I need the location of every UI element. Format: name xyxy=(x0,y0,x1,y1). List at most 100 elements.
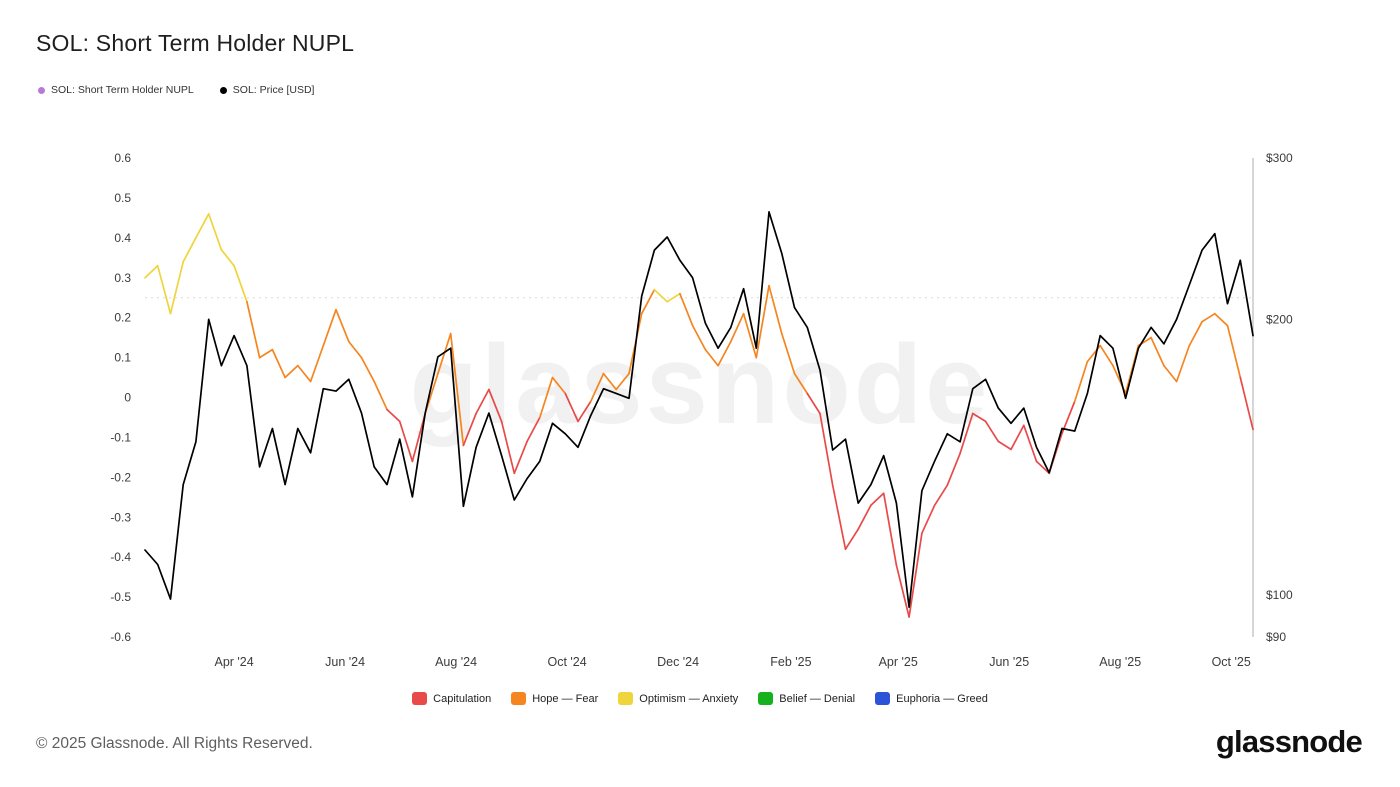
nupl-line-segment xyxy=(1035,460,1051,475)
x-axis-tick-label: Oct '24 xyxy=(547,655,586,669)
nupl-line-segment xyxy=(220,248,235,267)
nupl-line-segment xyxy=(373,380,388,411)
nupl-line-segment xyxy=(169,260,185,315)
nupl-line-segment xyxy=(729,312,745,343)
nupl-line-segment xyxy=(921,504,936,535)
band-legend-item[interactable]: Euphoria — Greed xyxy=(875,692,988,705)
left-axis-tick-label: 0.4 xyxy=(114,231,131,245)
glassnode-logo: glassnode xyxy=(1215,724,1363,759)
legend-label: SOL: Price [USD] xyxy=(232,84,315,96)
nupl-line-segment xyxy=(755,284,770,359)
legend-label: SOL: Short Term Holder NUPL xyxy=(51,84,194,96)
left-axis-tick-label: 0.1 xyxy=(114,351,131,365)
left-axis-tick-label: -0.2 xyxy=(110,470,131,484)
nupl-line-segment xyxy=(997,440,1012,451)
nupl-line-segment xyxy=(577,400,592,423)
nupl-line-segment xyxy=(704,348,719,367)
series-legend-item[interactable]: SOL: Short Term Holder NUPL xyxy=(38,84,194,96)
nupl-line-segment xyxy=(1239,376,1254,431)
left-axis-tick-label: 0 xyxy=(124,391,131,405)
nupl-line-segment xyxy=(1022,424,1038,463)
nupl-line-segment xyxy=(500,420,516,475)
nupl-line-segment xyxy=(284,364,299,379)
legend-label: Optimism — Anxiety xyxy=(639,692,739,705)
nupl-line-segment xyxy=(806,392,821,415)
nupl-line-segment xyxy=(475,388,490,415)
x-axis-tick-label: Aug '24 xyxy=(435,655,477,669)
nupl-line-segment xyxy=(233,264,248,303)
nupl-line-segment xyxy=(207,213,223,251)
nupl-line-segment xyxy=(615,372,630,391)
legend-swatch-icon xyxy=(618,692,634,705)
legend-swatch-icon xyxy=(511,692,527,705)
nupl-line-segment xyxy=(1213,312,1229,327)
left-axis-tick-label: -0.1 xyxy=(110,430,131,444)
x-axis-tick-label: Aug '25 xyxy=(1099,655,1141,669)
nupl-line-segment xyxy=(462,412,477,447)
legend-swatch-icon xyxy=(758,692,774,705)
nupl-line-segment xyxy=(386,408,401,423)
legend-swatch-icon xyxy=(875,692,891,705)
band-legend-item[interactable]: Optimism — Anxiety xyxy=(618,692,738,705)
legend-label: Capitulation xyxy=(433,692,492,705)
nupl-line-segment xyxy=(895,564,910,618)
nupl-line-segment xyxy=(335,308,350,343)
nupl-line-segment xyxy=(653,288,669,303)
nupl-line-segment xyxy=(1150,336,1165,367)
nupl-line-segment xyxy=(182,236,197,263)
nupl-line-segment xyxy=(946,452,961,487)
nupl-line-segment xyxy=(144,264,159,279)
right-axis-tick-label: $100 xyxy=(1266,588,1293,602)
x-axis-tick-label: Jun '25 xyxy=(989,655,1029,669)
band-legend-item[interactable]: Capitulation xyxy=(412,692,491,705)
left-axis-tick-label: 0.6 xyxy=(114,151,131,165)
nupl-line-segment xyxy=(296,364,312,383)
nupl-price-chart[interactable]: 0.6 0.5 0.4 0.3 0.2 0.1 0 -0.1 -0.2 -0.3 -0.4 -0.5 -… xyxy=(0,0,1400,685)
left-axis-tick-label: -0.4 xyxy=(110,550,131,564)
x-axis-tick-label: Feb '25 xyxy=(770,655,811,669)
x-axis-tick-label: Jun '24 xyxy=(325,655,365,669)
band-legend-item[interactable]: Hope — Fear xyxy=(511,692,598,705)
left-axis-tick-label: 0.2 xyxy=(114,311,131,325)
nupl-line-segment xyxy=(742,312,758,359)
series-legend: SOL: Short Term Holder NUPL SOL: Price [U… xyxy=(38,84,314,96)
left-axis-tick-label: 0.3 xyxy=(114,271,131,285)
nupl-line-segment xyxy=(666,292,681,303)
nupl-line-segment xyxy=(347,340,363,359)
legend-swatch-icon xyxy=(412,692,428,705)
x-axis-tick-label: Apr '25 xyxy=(879,655,918,669)
nupl-line-segment xyxy=(258,348,274,359)
nupl-line-segment xyxy=(513,440,528,475)
nupl-line-segment xyxy=(246,300,261,359)
nupl-line-segment xyxy=(156,264,172,315)
nupl-line-segment xyxy=(857,504,872,531)
nupl-line-segment xyxy=(1073,360,1089,403)
right-axis-tick-label: $90 xyxy=(1266,630,1286,644)
nupl-line-segment xyxy=(1163,364,1178,383)
nupl-line-segment xyxy=(437,332,452,375)
nupl-line-segment xyxy=(322,308,337,347)
left-axis-tick-label: -0.6 xyxy=(110,630,131,644)
copyright-text: © 2025 Glassnode. All Rights Reserved. xyxy=(36,735,313,752)
nupl-line-segment xyxy=(691,324,707,351)
page-title: SOL: Short Term Holder NUPL xyxy=(36,30,355,56)
band-legend-item[interactable]: Belief — Denial xyxy=(758,692,855,705)
right-axis-tick-label: $300 xyxy=(1266,151,1293,165)
series-legend-item[interactable]: SOL: Price [USD] xyxy=(219,84,315,96)
legend-label: Hope — Fear xyxy=(532,692,599,705)
nupl-line-segment xyxy=(1226,324,1242,379)
nupl-line-segment xyxy=(360,356,376,383)
nupl-line-segment xyxy=(780,332,796,375)
nupl-line-segment xyxy=(398,420,414,463)
nupl-line-segment xyxy=(1201,312,1216,323)
nupl-line-segment xyxy=(602,372,618,391)
nupl-line-segment xyxy=(984,420,1000,443)
nupl-line-segment xyxy=(908,532,923,618)
nupl-line-segment xyxy=(870,492,885,507)
x-axis-tick-label: Dec '24 xyxy=(657,655,699,669)
nupl-line-segment xyxy=(538,376,554,419)
nupl-line-segment xyxy=(717,340,732,367)
left-axis-tick-label: -0.5 xyxy=(110,590,131,604)
nupl-line-segment xyxy=(882,492,898,567)
nupl-line-segment xyxy=(933,484,949,507)
